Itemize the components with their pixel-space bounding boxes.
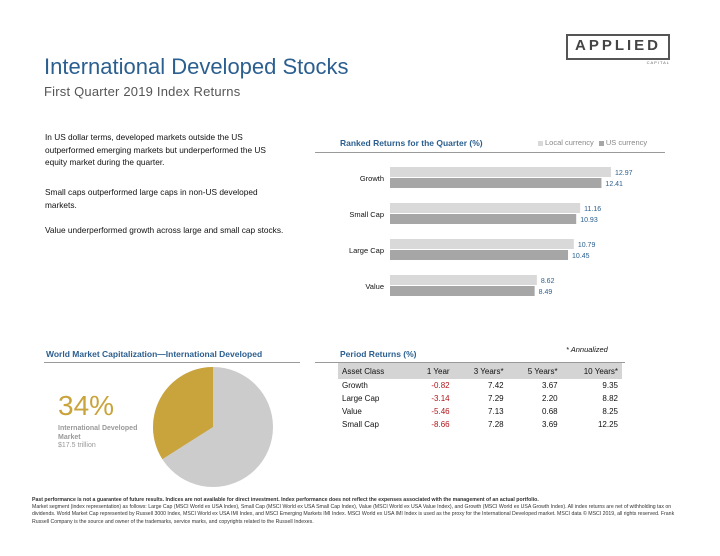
ranked-returns-chart: Growth 12.97 12.41 Small Cap 11.16 10.93 Large… xyxy=(315,155,665,305)
table-rule xyxy=(315,362,625,363)
chart-rule xyxy=(315,152,665,153)
category-label: Growth xyxy=(360,174,384,183)
market-cap-label: International Developed Market xyxy=(58,425,138,441)
table-cell: 3.67 xyxy=(542,381,558,390)
table-heading: Period Returns (%) xyxy=(340,349,417,359)
market-cap-percent: 34% xyxy=(58,390,115,421)
commentary-paragraph-2: Small caps outperformed large caps in no… xyxy=(45,187,258,210)
table-cell: 0.68 xyxy=(542,407,558,416)
bar-local xyxy=(390,275,537,285)
table-header-row: Asset Class 1 Year 3 Years* 5 Years* 10 … xyxy=(338,363,622,379)
table-cell: 7.28 xyxy=(488,420,504,429)
table-cell: 8.82 xyxy=(602,394,618,403)
bar-local xyxy=(390,203,581,213)
bar-us xyxy=(390,178,602,188)
annualized-note: * Annualized xyxy=(566,345,608,354)
commentary-paragraph-3: Value underperformed growth across large… xyxy=(45,225,284,235)
legend-us-label: US currency xyxy=(605,138,648,147)
table-row: Value -5.46 7.13 0.68 8.25 xyxy=(338,405,622,418)
disclosure-footer: Past performance is not a guarantee of f… xyxy=(32,497,692,526)
bar-value-label: 10.79 xyxy=(578,242,596,249)
disclosure-text: Market segment (index representation) as… xyxy=(32,504,675,525)
legend-local-label: Local currency xyxy=(545,138,594,147)
column-header: Asset Class xyxy=(338,363,410,379)
table-cell: Small Cap xyxy=(342,420,379,429)
table-cell: Growth xyxy=(342,381,368,390)
chart-legend: Local currency US currency xyxy=(538,138,647,147)
chart-heading: Ranked Returns for the Quarter (%) xyxy=(340,138,483,148)
column-header: 5 Years* xyxy=(507,363,562,379)
bar-value-label: 10.93 xyxy=(580,217,598,224)
disclosure-bold: Past performance is not a guarantee of f… xyxy=(32,497,539,503)
table-cell: 7.13 xyxy=(488,407,504,416)
logo-frame xyxy=(566,34,670,60)
pie-slice-international xyxy=(153,367,213,460)
table-cell: -5.46 xyxy=(431,407,450,416)
table-cell: 9.35 xyxy=(602,381,618,390)
period-returns-table: Asset Class 1 Year 3 Years* 5 Years* 10 … xyxy=(338,363,622,431)
bar-local xyxy=(390,239,574,249)
company-logo: APPLIED CAPITAL xyxy=(566,34,674,68)
bar-us xyxy=(390,214,577,224)
table-cell: -8.66 xyxy=(431,420,450,429)
legend-swatch-us xyxy=(598,140,604,146)
table-row: Small Cap -8.66 7.28 3.69 12.25 xyxy=(338,418,622,431)
table-cell: -0.82 xyxy=(431,381,450,390)
table-cell: Large Cap xyxy=(342,394,380,403)
bar-value-label: 8.62 xyxy=(541,278,555,285)
table-cell: 2.20 xyxy=(542,394,558,403)
bar-value-label: 12.97 xyxy=(615,170,633,177)
pie-heading: World Market Capitalization—Internationa… xyxy=(46,349,263,359)
market-cap-value: $17.5 trillion xyxy=(58,442,96,449)
column-header: 10 Years* xyxy=(561,363,622,379)
table-cell: Value xyxy=(342,407,362,416)
category-label: Value xyxy=(365,282,384,291)
chart-canvas: Growth 12.97 12.41 Small Cap 11.16 10.93 Large… xyxy=(349,167,633,296)
bar-value-label: 10.45 xyxy=(572,253,590,260)
commentary-paragraph-1: In US dollar terms, developed markets ou… xyxy=(45,132,266,167)
table-cell: 7.29 xyxy=(488,394,504,403)
table-cell: 8.25 xyxy=(602,407,618,416)
table-row: Large Cap -3.14 7.29 2.20 8.82 xyxy=(338,392,622,405)
table-cell: 12.25 xyxy=(597,420,618,429)
bar-value-label: 8.49 xyxy=(539,289,553,296)
page-title: International Developed Stocks xyxy=(44,54,349,79)
category-label: Large Cap xyxy=(349,246,384,255)
page-subtitle: First Quarter 2019 Index Returns xyxy=(44,84,241,99)
market-cap-pie xyxy=(148,362,278,492)
table-cell: 7.42 xyxy=(488,381,504,390)
bar-value-label: 11.16 xyxy=(584,206,601,213)
bar-us xyxy=(390,286,535,296)
pie-rule xyxy=(44,362,300,363)
pie-canvas xyxy=(153,367,273,487)
column-header: 1 Year xyxy=(409,363,454,379)
logo-text: APPLIED xyxy=(574,37,661,54)
table-cell: 3.69 xyxy=(542,420,558,429)
bar-value-label: 12.41 xyxy=(605,181,623,188)
bar-us xyxy=(390,250,569,260)
legend-swatch-local xyxy=(538,140,543,146)
logo-subtext: CAPITAL xyxy=(646,60,670,65)
column-header: 3 Years* xyxy=(453,363,508,379)
category-label: Small Cap xyxy=(349,210,384,219)
table-cell: -3.14 xyxy=(431,394,450,403)
bar-local xyxy=(390,167,611,177)
table-row: Growth -0.82 7.42 3.67 9.35 xyxy=(338,379,622,392)
